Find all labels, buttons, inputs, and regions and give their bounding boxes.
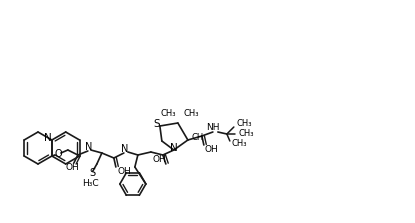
Text: S: S (154, 119, 160, 129)
Text: NH: NH (206, 124, 220, 132)
Text: N: N (121, 144, 129, 154)
Text: CH: CH (192, 134, 204, 142)
Text: H₃C: H₃C (83, 178, 99, 188)
Text: CH₃: CH₃ (232, 138, 247, 147)
Text: N: N (85, 142, 93, 152)
Text: OH: OH (205, 145, 219, 155)
Text: N: N (44, 133, 52, 143)
Text: O: O (54, 149, 62, 159)
Text: CH₃: CH₃ (237, 120, 252, 128)
Text: CH₃: CH₃ (160, 109, 176, 118)
Text: N: N (170, 143, 178, 153)
Text: OH: OH (118, 167, 132, 176)
Text: OH: OH (153, 155, 166, 163)
Text: CH₃: CH₃ (239, 128, 254, 138)
Text: CH₃: CH₃ (184, 109, 199, 118)
Text: OH: OH (66, 163, 80, 173)
Text: S: S (90, 168, 96, 178)
